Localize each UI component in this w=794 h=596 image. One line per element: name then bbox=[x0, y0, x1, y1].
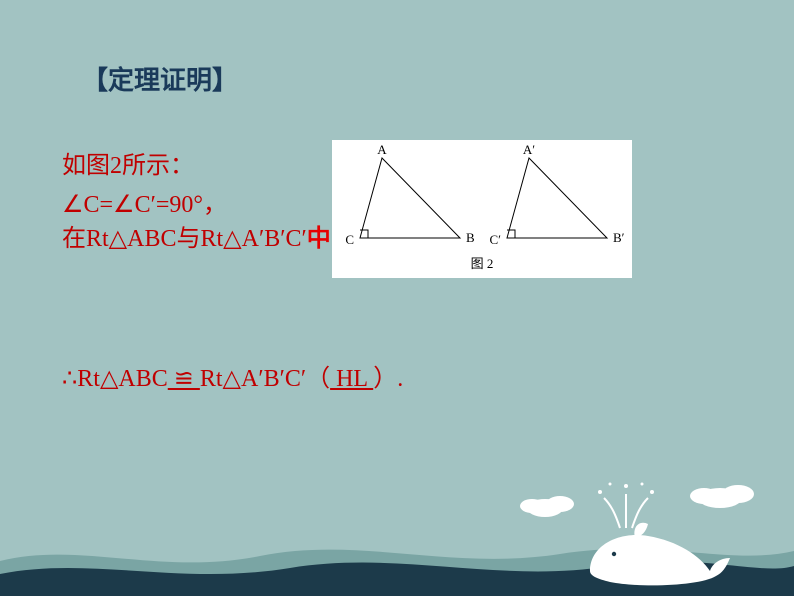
conclusion-post: ）. bbox=[373, 366, 403, 392]
conclusion-reason: HL bbox=[330, 366, 373, 392]
proof-line-3: 在Rt△ABC与Rt△A′B′C′中， bbox=[62, 218, 355, 253]
whale-splash-icon bbox=[598, 483, 654, 529]
label-B-prime: B′ bbox=[613, 230, 625, 245]
conclusion-congruent: ≌ bbox=[168, 366, 200, 392]
figure-caption: 图 2 bbox=[471, 256, 494, 271]
cloud-icon bbox=[690, 485, 754, 508]
label-A-prime: A′ bbox=[523, 142, 535, 157]
proof-line-3-pre: 在Rt△ABC与Rt△A′B′C′ bbox=[62, 226, 307, 252]
cloud-icon bbox=[520, 496, 574, 517]
conclusion-mid2: Rt△A′B′C′（ bbox=[200, 366, 330, 392]
proof-conclusion: ∴Rt△ABC ≌ Rt△A′B′C′（ HL ）. bbox=[62, 358, 403, 393]
section-heading: 【定理证明】 bbox=[82, 60, 238, 97]
figure-2: A B C A′ B′ C′ 图 2 bbox=[332, 140, 632, 278]
label-B: B bbox=[466, 230, 475, 245]
label-C-prime: C′ bbox=[489, 232, 501, 247]
proof-line-3-bold: 中 bbox=[307, 226, 331, 252]
label-A: A bbox=[377, 142, 387, 157]
proof-line-2: ∠C=∠C′=90°， bbox=[62, 184, 227, 219]
label-C: C bbox=[345, 232, 354, 247]
proof-line-1: 如图2所示： bbox=[62, 145, 194, 180]
decorative-footer bbox=[0, 476, 794, 596]
conclusion-pre: ∴Rt△ABC bbox=[62, 366, 168, 392]
